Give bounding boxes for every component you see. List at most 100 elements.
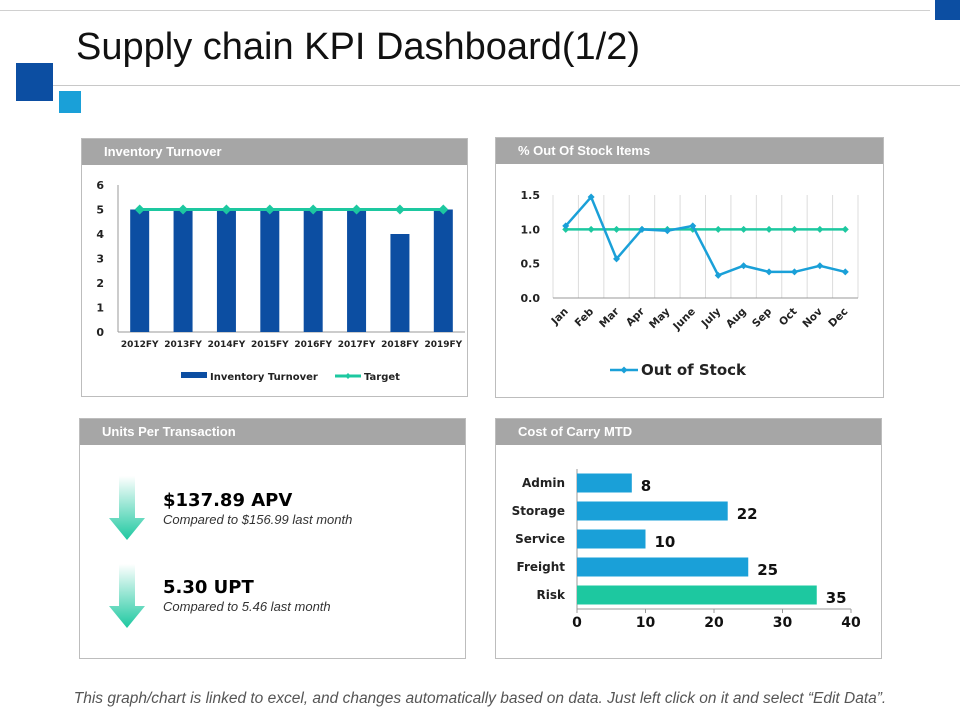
legend-label: Target [364, 372, 400, 383]
series-marker [613, 255, 621, 263]
x-tick-label: 2015FY [251, 340, 289, 350]
panel-header: Inventory Turnover [82, 139, 467, 165]
legend-marker [620, 366, 628, 374]
top-rule [0, 10, 930, 11]
x-tick-label: 2013FY [164, 340, 202, 350]
legend-label: Inventory Turnover [210, 372, 318, 383]
inventory-turnover-chart[interactable]: 0 1 2 3 4 5 6 2012FY 2013FY 2014FY 2015FY 2016FY 201… [82, 139, 469, 398]
x-tick-label: Mar [597, 305, 622, 330]
x-tick-label: Oct [777, 306, 800, 329]
x-tick-label: Apr [624, 305, 648, 329]
y-tick-label: 1.5 [521, 189, 541, 202]
y-tick-label: 6 [96, 179, 104, 192]
category-label: Risk [537, 588, 566, 602]
title-rule [52, 85, 960, 86]
series-marker [663, 227, 671, 235]
reference-marker [613, 225, 621, 233]
down-arrow-icon [109, 476, 145, 540]
footer-note: This graph/chart is linked to excel, and… [73, 690, 887, 707]
target-marker [134, 204, 145, 215]
bar [577, 585, 817, 605]
category-label: Admin [522, 476, 565, 490]
y-tick-label: 2 [96, 277, 104, 290]
target-marker [394, 204, 405, 215]
target-marker [264, 204, 275, 215]
series-line [564, 194, 846, 277]
x-tick-label: Feb [573, 305, 597, 329]
target-marker [351, 204, 362, 215]
target-marker [308, 204, 319, 215]
panel-header: Cost of Carry MTD [496, 419, 881, 445]
series-marker [714, 271, 722, 279]
bar [216, 209, 236, 332]
x-tick-label: 2018FY [381, 340, 419, 350]
units-per-transaction-panel: Units Per Transaction $137.89 APV Compar… [79, 418, 466, 659]
reference-marker [740, 225, 748, 233]
x-tick-label: 10 [636, 615, 656, 631]
y-tick-label: 1 [96, 302, 104, 315]
x-tick-label: Sep [750, 305, 775, 330]
series-marker [740, 262, 748, 270]
category-label: Storage [512, 504, 565, 518]
bar [577, 557, 749, 577]
x-tick-label: 2012FY [121, 340, 159, 350]
x-tick-label: 0 [572, 615, 582, 631]
series-marker [689, 222, 697, 230]
x-tick-label: 2014FY [208, 340, 246, 350]
out-of-stock-panel: % Out Of Stock Items 0.0 0.5 1.0 1.5 Jan Feb M… [495, 137, 884, 398]
bar [433, 209, 453, 332]
reference-marker [841, 225, 849, 233]
x-tick-label: Nov [800, 306, 825, 331]
series-marker [638, 225, 646, 233]
y-tick-label: 5 [96, 204, 104, 217]
x-tick-label: 2016FY [294, 340, 332, 350]
y-tick-label: 3 [96, 253, 104, 266]
x-tick-label: June [670, 306, 698, 334]
cost-of-carry-chart[interactable]: 0 10 20 30 40 Admin 8 Storage 22 Service 10 Freight… [496, 419, 883, 660]
series-marker [790, 268, 798, 276]
x-tick-label: July [699, 306, 724, 331]
upt-value: 5.30 UPT [163, 577, 254, 598]
corner-decoration [935, 0, 960, 20]
bar [390, 234, 410, 332]
x-tick-label: May [647, 306, 673, 332]
bar [577, 501, 728, 521]
data-label: 35 [826, 589, 847, 607]
legend-marker [345, 373, 351, 379]
x-tick-label: 30 [773, 615, 793, 631]
apv-value: $137.89 APV [163, 490, 293, 511]
y-tick-label: 0.5 [521, 258, 541, 271]
y-tick-label: 4 [96, 228, 104, 241]
x-tick-label: 2017FY [338, 340, 376, 350]
reference-marker [587, 225, 595, 233]
bar [260, 209, 280, 332]
data-label: 10 [655, 533, 676, 551]
y-tick-label: 1.0 [521, 223, 541, 236]
reference-marker [765, 225, 773, 233]
panel-header: Units Per Transaction [80, 419, 465, 445]
data-label: 8 [641, 477, 651, 495]
decor-square-large [16, 63, 53, 101]
bar [173, 209, 193, 332]
series-marker [587, 193, 595, 201]
bar [577, 473, 632, 493]
y-tick-label: 0.0 [521, 292, 541, 305]
x-tick-label: 20 [704, 615, 724, 631]
upt-comparison: Compared to 5.46 last month [163, 599, 331, 614]
bar [577, 529, 646, 549]
apv-comparison: Compared to $156.99 last month [163, 512, 353, 527]
bar [130, 209, 150, 332]
panel-header: % Out Of Stock Items [496, 138, 883, 164]
category-label: Freight [517, 560, 566, 574]
series-marker [816, 262, 824, 270]
x-tick-label: 2019FY [424, 340, 462, 350]
target-marker [221, 204, 232, 215]
x-tick-label: Jan [549, 306, 571, 328]
down-arrow-icon [109, 564, 145, 628]
inventory-turnover-panel: Inventory Turnover 0 1 2 3 4 5 6 2012FY 2013FY 20… [81, 138, 468, 397]
series-marker [841, 268, 849, 276]
bar [347, 209, 367, 332]
category-label: Service [515, 532, 565, 546]
x-tick-label: 40 [841, 615, 861, 631]
